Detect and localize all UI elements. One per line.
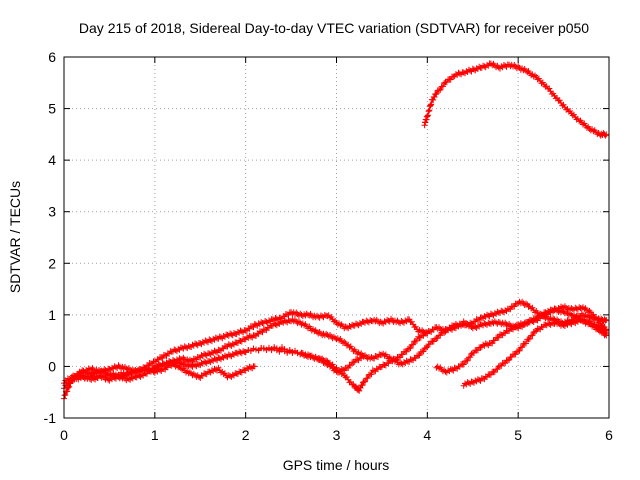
y-tick-label: -1 <box>44 410 57 426</box>
x-tick-label: 6 <box>605 427 613 443</box>
y-tick-label: 6 <box>48 49 56 65</box>
series-track-8 <box>460 316 610 389</box>
y-tick-label: 1 <box>48 307 56 323</box>
series-plus-markers <box>433 305 610 376</box>
x-tick-label: 1 <box>151 427 159 443</box>
series-plus-markers <box>65 303 610 394</box>
x-tick-label: 3 <box>333 427 341 443</box>
x-axis-label: GPS time / hours <box>283 457 390 473</box>
x-tick-label: 0 <box>60 427 68 443</box>
x-tick-label: 2 <box>242 427 250 443</box>
series-plus-markers <box>242 344 367 376</box>
series-track-1 <box>421 60 610 139</box>
series-plus-markers <box>421 60 610 139</box>
x-tick-label: 5 <box>514 427 522 443</box>
grid-lines <box>64 57 609 418</box>
y-tick-label: 3 <box>48 204 56 220</box>
y-tick-label: 4 <box>48 152 56 168</box>
series-track-4 <box>65 303 610 394</box>
y-axis-label: SDTVAR / TECUs <box>7 181 23 293</box>
series-group <box>61 60 610 402</box>
chart-title: Day 215 of 2018, Sidereal Day-to-day VTE… <box>79 20 589 36</box>
series-plus-markers <box>460 316 610 389</box>
y-tick-label: 5 <box>48 101 56 117</box>
y-tick-label: 0 <box>48 358 56 374</box>
x-tick-label: 4 <box>423 427 431 443</box>
series-track-6 <box>242 344 367 376</box>
y-tick-label: 2 <box>48 255 56 271</box>
